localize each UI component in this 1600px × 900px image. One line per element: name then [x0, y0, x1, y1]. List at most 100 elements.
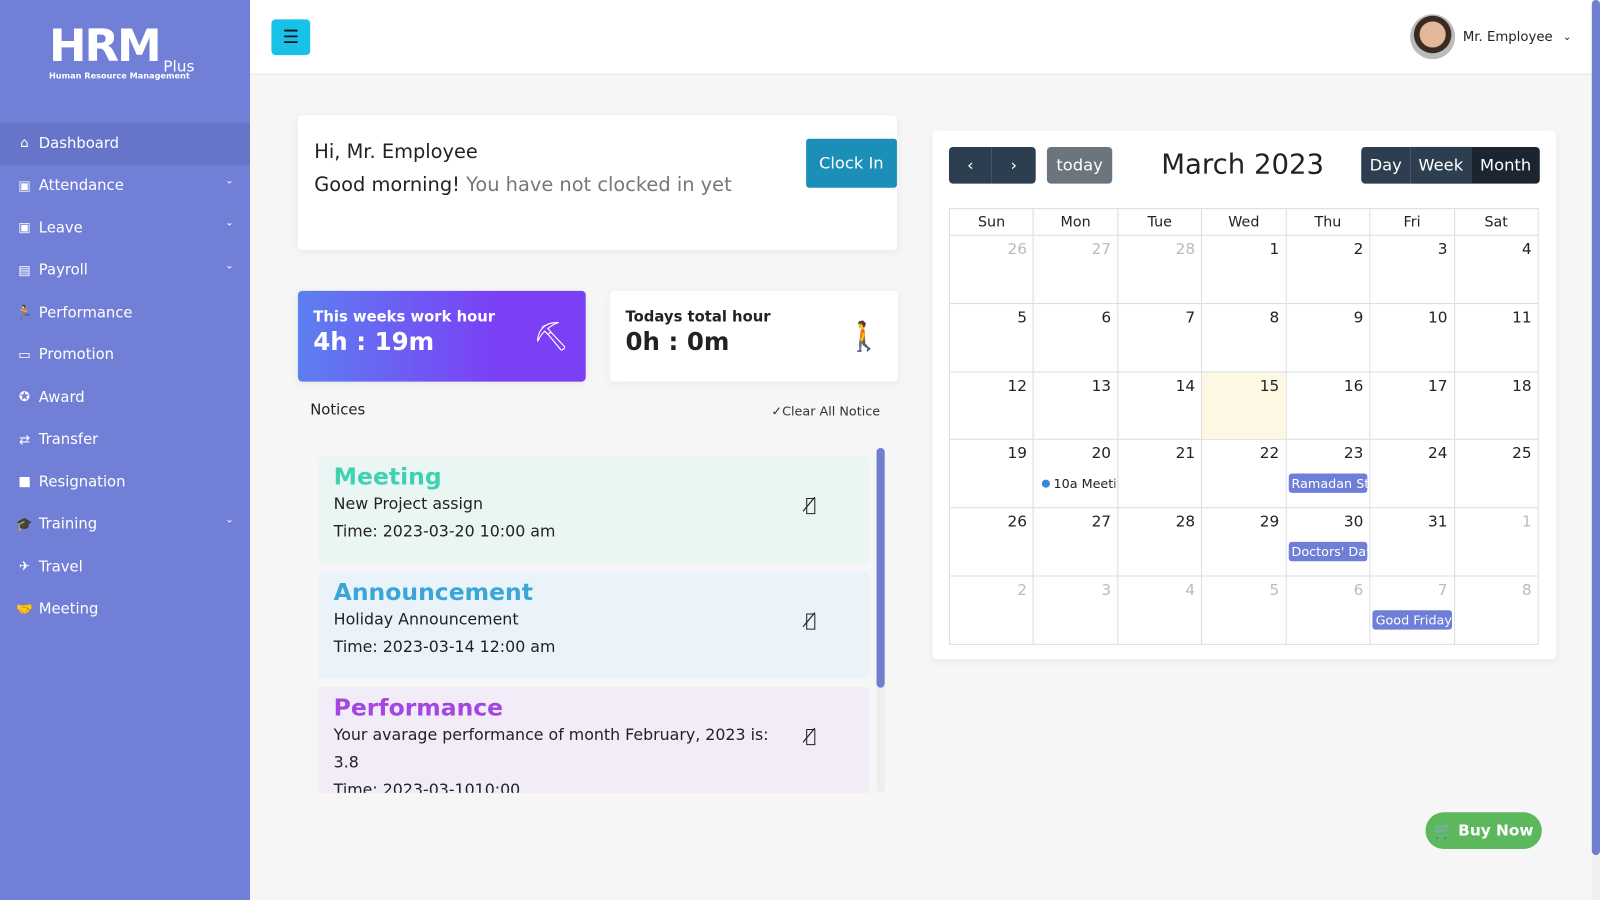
calendar-day[interactable]: 1	[1453, 507, 1539, 577]
day-number: 3	[1437, 239, 1448, 259]
week-hours-card: This weeks work hour 4h : 19m ⛏	[297, 290, 586, 382]
calendar-day[interactable]: 20 10a Meeting	[1033, 439, 1119, 509]
calendar-day[interactable]: 6	[1285, 575, 1371, 645]
sidebar-item-meeting[interactable]: 🤝 Meeting	[0, 588, 250, 630]
view-week-button[interactable]: Week	[1410, 146, 1472, 184]
sidebar-item-transfer[interactable]: ⇄ Transfer	[0, 419, 250, 461]
calendar-day[interactable]: 3	[1369, 234, 1455, 304]
calendar-day[interactable]: 4	[1117, 575, 1203, 645]
sidebar-item-leave[interactable]: ▣ Leave ⌄	[0, 207, 250, 249]
day-number: 28	[1175, 512, 1196, 531]
calendar-day[interactable]: 2	[1285, 234, 1371, 304]
calendar-day[interactable]: 29	[1201, 507, 1287, 577]
sidebar-item-training[interactable]: 🎓 Training ⌄	[0, 504, 250, 546]
calendar-day[interactable]: 26	[948, 234, 1035, 304]
day-number: 8	[1521, 580, 1532, 599]
calendar-day[interactable]: 24	[1369, 439, 1455, 509]
sidebar-item-dashboard[interactable]: ⌂ Dashboard	[0, 122, 250, 165]
chevron-down-icon: ⌄	[225, 174, 234, 187]
day-number: 18	[1512, 376, 1532, 395]
calendar-event[interactable]: Good Friday	[1372, 610, 1452, 630]
calendar-day[interactable]: 15	[1201, 371, 1287, 441]
calendar-week: 26 27 28 29 30 Doctors' Day 31 1	[948, 507, 1539, 577]
calendar-day[interactable]: 27	[1033, 234, 1119, 304]
greeting-morning: Good morning!	[314, 173, 460, 196]
day-number: 3	[1101, 580, 1112, 599]
view-day-button[interactable]: Day	[1361, 146, 1411, 184]
calendar-event[interactable]: Ramadan Start	[1288, 473, 1368, 494]
calendar-day[interactable]: 6	[1033, 302, 1119, 373]
calendar-day[interactable]: 14	[1117, 371, 1203, 441]
calendar-day[interactable]: 10	[1369, 302, 1455, 373]
sidebar-item-travel[interactable]: ✈ Travel	[0, 546, 250, 588]
calendar-day[interactable]: 8	[1201, 302, 1287, 373]
day-number: 8	[1269, 307, 1280, 327]
calendar-day[interactable]: 31	[1369, 507, 1455, 577]
calendar-day[interactable]: 28	[1117, 234, 1203, 304]
calendar-day[interactable]: 7 Good Friday	[1369, 575, 1455, 645]
calendar-day[interactable]: 23 Ramadan Start	[1285, 439, 1371, 509]
calendar-event[interactable]: 10a Meeting	[1036, 474, 1115, 493]
calendar-day[interactable]: 5	[1201, 575, 1287, 645]
user-menu[interactable]: Mr. Employee ⌄	[1409, 14, 1572, 60]
notice-time: Time: 2023-03-20 10:00 am	[333, 522, 556, 541]
calendar-day[interactable]: 19	[948, 439, 1035, 509]
calendar-day[interactable]: 18	[1453, 371, 1539, 441]
calendar-day[interactable]: 4	[1453, 234, 1539, 304]
clear-all-notice-link[interactable]: ✓Clear All Notice	[771, 403, 881, 419]
calendar-day[interactable]: 12	[948, 371, 1035, 441]
sidebar-item-performance[interactable]: 🏃 Performance	[0, 292, 250, 334]
calendar-week: 5 6 7 8 9 10 11	[948, 302, 1539, 373]
eye-slash-icon[interactable]: 👁̸	[805, 725, 817, 747]
calendar-day[interactable]: 8	[1453, 575, 1539, 645]
logo[interactable]: HRM Plus Human Resource Management	[48, 20, 195, 81]
day-number: 24	[1427, 444, 1448, 463]
chevron-down-icon: ⌄	[225, 513, 234, 525]
sidebar-nav: ⌂ Dashboard ▣ Attendance ⌄ ▣ Leave ⌄ ▤ Payroll ⌄ 🏃 P…	[0, 122, 250, 630]
calendar-day[interactable]: 2	[948, 575, 1035, 645]
buy-now-button[interactable]: 🛒 Buy Now	[1425, 812, 1542, 849]
weekday-label: Thu	[1285, 208, 1371, 236]
calendar-day[interactable]: 7	[1117, 302, 1203, 373]
sidebar-item-attendance[interactable]: ▣ Attendance ⌄	[0, 165, 250, 207]
calendar-day[interactable]: 25	[1453, 439, 1539, 509]
calendar-day[interactable]: 16	[1285, 371, 1371, 441]
calendar-day[interactable]: 22	[1201, 439, 1287, 509]
calendar-day[interactable]: 11	[1453, 302, 1539, 373]
sidebar-item-payroll[interactable]: ▤ Payroll ⌄	[0, 249, 250, 291]
clock-in-button[interactable]: Clock In	[805, 138, 897, 188]
calendar-day[interactable]: 13	[1033, 371, 1119, 441]
today-button[interactable]: today	[1046, 146, 1113, 184]
sidebar-item-award[interactable]: ✪ Award	[0, 377, 250, 419]
calendar-day[interactable]: 5	[948, 302, 1035, 373]
calendar-day[interactable]: 28	[1117, 507, 1203, 577]
sidebar-item-label: Transfer	[38, 431, 99, 449]
menu-toggle-button[interactable]: ☰	[271, 19, 311, 56]
view-month-button[interactable]: Month	[1471, 146, 1540, 184]
sidebar-item-resignation[interactable]: ■ Resignation	[0, 461, 250, 503]
calendar-title: March 2023	[1161, 148, 1325, 181]
day-number: 5	[1017, 307, 1027, 327]
calendar-day[interactable]: 3	[1033, 575, 1119, 645]
calendar-day[interactable]: 17	[1369, 371, 1455, 441]
calendar-day[interactable]: 9	[1285, 302, 1371, 373]
calendar-event[interactable]: Doctors' Day	[1288, 542, 1368, 562]
day-number: 22	[1259, 444, 1280, 463]
prev-month-button[interactable]: ‹	[948, 146, 992, 184]
eye-slash-icon[interactable]: 👁̸	[805, 494, 817, 517]
eye-slash-icon[interactable]: 👁̸	[805, 610, 817, 632]
next-month-button[interactable]: ›	[991, 146, 1036, 184]
calendar-day[interactable]: 26	[948, 507, 1035, 577]
calendar-day[interactable]: 1	[1201, 234, 1287, 304]
page-scrollbar[interactable]	[1591, 0, 1600, 900]
calendar-day[interactable]: 21	[1117, 439, 1203, 509]
calendar-day[interactable]: 27	[1033, 507, 1119, 577]
chevron-down-icon: ⌄	[1562, 31, 1572, 43]
notice-type: Announcement	[333, 579, 533, 607]
calendar-day[interactable]: 30 Doctors' Day	[1285, 507, 1371, 577]
day-number: 28	[1175, 239, 1196, 259]
notice-scrollbar[interactable]	[876, 447, 885, 793]
notice-time: Time: 2023-03-14 12:00 am	[333, 637, 556, 657]
notice-type: Performance	[333, 694, 504, 722]
sidebar-item-promotion[interactable]: ▭ Promotion	[0, 334, 250, 376]
